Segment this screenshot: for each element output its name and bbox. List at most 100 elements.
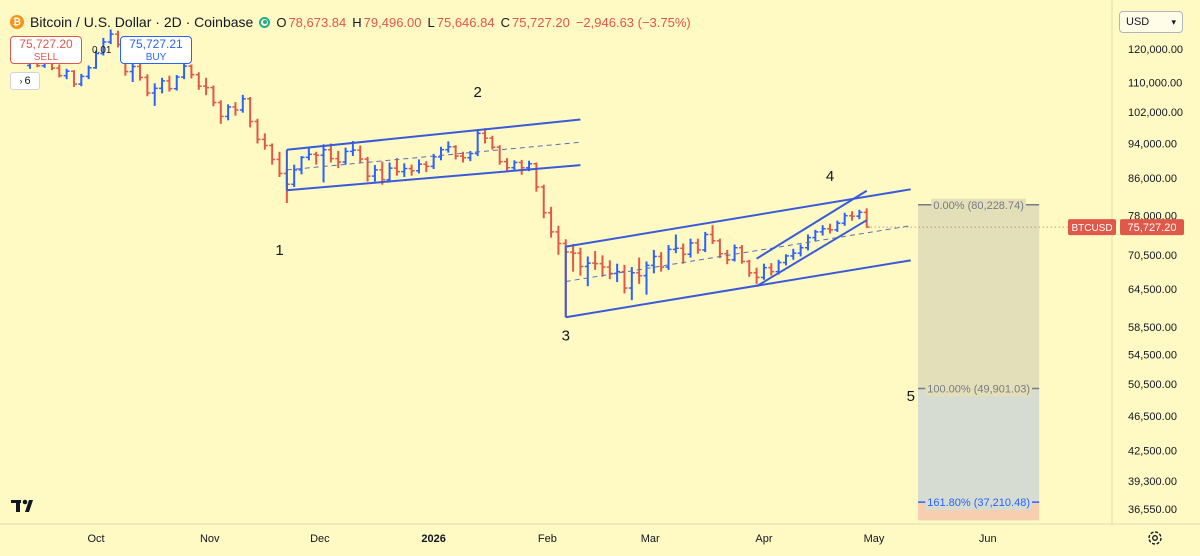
ohlc-bars-layer bbox=[26, 29, 870, 318]
fib-label-bg bbox=[931, 198, 1026, 213]
spread-value: 0.01 bbox=[92, 45, 112, 56]
market-status-icon[interactable] bbox=[259, 16, 271, 28]
high-value: 79,496.00 bbox=[363, 14, 422, 30]
x-tick-label: Dec bbox=[310, 533, 330, 545]
ohlc-bar bbox=[137, 63, 144, 81]
channel-3-4-lower[interactable] bbox=[565, 259, 911, 319]
sell-price: 75,727.20 bbox=[19, 37, 73, 51]
ohlc-bar bbox=[672, 234, 679, 254]
ohlc-bar bbox=[232, 102, 239, 116]
ohlc-bar bbox=[100, 37, 107, 56]
ohlc-bar bbox=[731, 244, 738, 262]
ohlc-bar bbox=[841, 212, 848, 226]
x-tick-label: May bbox=[864, 533, 885, 545]
ohlc-bar bbox=[643, 261, 650, 295]
ohlc-bar bbox=[533, 162, 540, 192]
ohlc-bar bbox=[181, 61, 188, 80]
fib-label-bg bbox=[925, 496, 1033, 511]
ohlc-bar bbox=[415, 159, 422, 174]
ohlc-bar bbox=[408, 164, 415, 176]
ohlc-bar bbox=[313, 151, 320, 165]
rising-wedge-lower[interactable] bbox=[756, 219, 868, 288]
channel-lines-layer[interactable] bbox=[285, 118, 911, 319]
ohlc-bar bbox=[621, 264, 628, 294]
ohlc-bar bbox=[320, 144, 327, 183]
ohlc-bar bbox=[144, 74, 151, 97]
ohlc-bar bbox=[577, 247, 584, 276]
x-tick-label: Feb bbox=[538, 533, 557, 545]
ohlc-bar bbox=[276, 151, 283, 178]
ohlc-bar bbox=[298, 156, 305, 175]
ohlc-bar bbox=[482, 128, 489, 144]
channel-3-4-mid[interactable] bbox=[565, 225, 911, 282]
ohlc-bar bbox=[724, 249, 731, 265]
close-value: 75,727.20 bbox=[511, 14, 570, 30]
channel-1-2-upper[interactable] bbox=[286, 118, 581, 151]
fib-level-label-0: 0.00% (80,228.74) bbox=[933, 200, 1024, 212]
tradingview-logo-icon[interactable] bbox=[10, 497, 40, 515]
ohlc-bar bbox=[819, 225, 826, 236]
ohlc-bar bbox=[827, 223, 833, 234]
buy-button[interactable]: 75,727.21 BUY bbox=[120, 36, 192, 64]
currency-value: USD bbox=[1126, 16, 1150, 28]
ohlc-bar bbox=[452, 145, 459, 160]
sell-label: SELL bbox=[33, 52, 59, 63]
y-tick-label: 110,000.00 bbox=[1128, 78, 1182, 90]
ohlc-bar bbox=[445, 141, 452, 153]
ohlc-bar bbox=[760, 263, 767, 280]
ohlc-bar bbox=[797, 244, 804, 257]
ohlc-bar bbox=[70, 70, 77, 87]
ohlc-bar bbox=[782, 254, 789, 266]
channel-1-2-lower[interactable] bbox=[286, 164, 581, 192]
x-tick-label: 2026 bbox=[421, 533, 445, 545]
x-tick-label: Nov bbox=[200, 533, 220, 545]
ohlc-bar bbox=[166, 75, 173, 92]
settings-gear-icon[interactable] bbox=[1147, 530, 1163, 546]
ohlc-bar bbox=[504, 158, 511, 173]
symbol-tag-bg bbox=[1068, 219, 1116, 236]
ohlc-bar bbox=[173, 75, 180, 91]
indicator-count: 6 bbox=[24, 75, 31, 87]
ohlc-bar bbox=[379, 161, 386, 185]
ohlc-bar bbox=[357, 145, 364, 163]
symbol-tag: BTCUSD bbox=[1071, 223, 1112, 234]
ohlc-bar bbox=[188, 64, 195, 79]
indicators-toggle[interactable]: › 6 bbox=[10, 72, 40, 90]
y-tick-label: 46,500.00 bbox=[1128, 411, 1177, 423]
ohlc-bar bbox=[393, 158, 400, 176]
chevron-down-icon: ▾ bbox=[1171, 16, 1176, 27]
ohlc-bar bbox=[78, 73, 85, 87]
ohlc-bar bbox=[790, 248, 797, 260]
ohlc-bar bbox=[746, 259, 753, 277]
high-key: H bbox=[352, 14, 362, 30]
wave-label-1: 1 bbox=[275, 242, 283, 259]
symbol-title[interactable]: Bitcoin / U.S. Dollar · 2D · Coinbase bbox=[30, 14, 254, 30]
ohlc-bar bbox=[107, 29, 114, 45]
ohlc-bar bbox=[269, 143, 276, 165]
ohlc-bar bbox=[518, 159, 525, 175]
ohlc-bar bbox=[658, 252, 665, 272]
bitcoin-icon: ₿ bbox=[10, 15, 24, 29]
ohlc-bar bbox=[496, 145, 503, 165]
ohlc-bar bbox=[93, 50, 99, 69]
ohlc-bar bbox=[151, 83, 158, 106]
fib-extension-layer: 0.00% (80,228.74) 100.00% (49,901.03) 161.… bbox=[918, 198, 1040, 521]
wave-label-2: 2 bbox=[474, 84, 482, 101]
ohlc-bar bbox=[863, 208, 870, 228]
currency-select[interactable]: USD ▾ bbox=[1119, 11, 1183, 33]
x-tick-label: Mar bbox=[641, 533, 660, 545]
ohlc-bar bbox=[665, 245, 672, 270]
buy-label: BUY bbox=[145, 52, 167, 63]
ohlc-bar bbox=[856, 209, 863, 220]
ohlc-bar bbox=[261, 133, 268, 150]
ohlc-bar bbox=[239, 94, 246, 113]
ohlc-bar bbox=[195, 72, 202, 90]
ohlc-bar bbox=[63, 68, 70, 80]
y-tick-label: 50,500.00 bbox=[1128, 379, 1177, 391]
sell-button[interactable]: 75,727.20 SELL bbox=[10, 36, 82, 64]
channel-1-2-mid[interactable] bbox=[286, 141, 581, 171]
rising-wedge-upper[interactable] bbox=[756, 189, 868, 260]
y-tick-label: 102,000.00 bbox=[1128, 107, 1183, 119]
